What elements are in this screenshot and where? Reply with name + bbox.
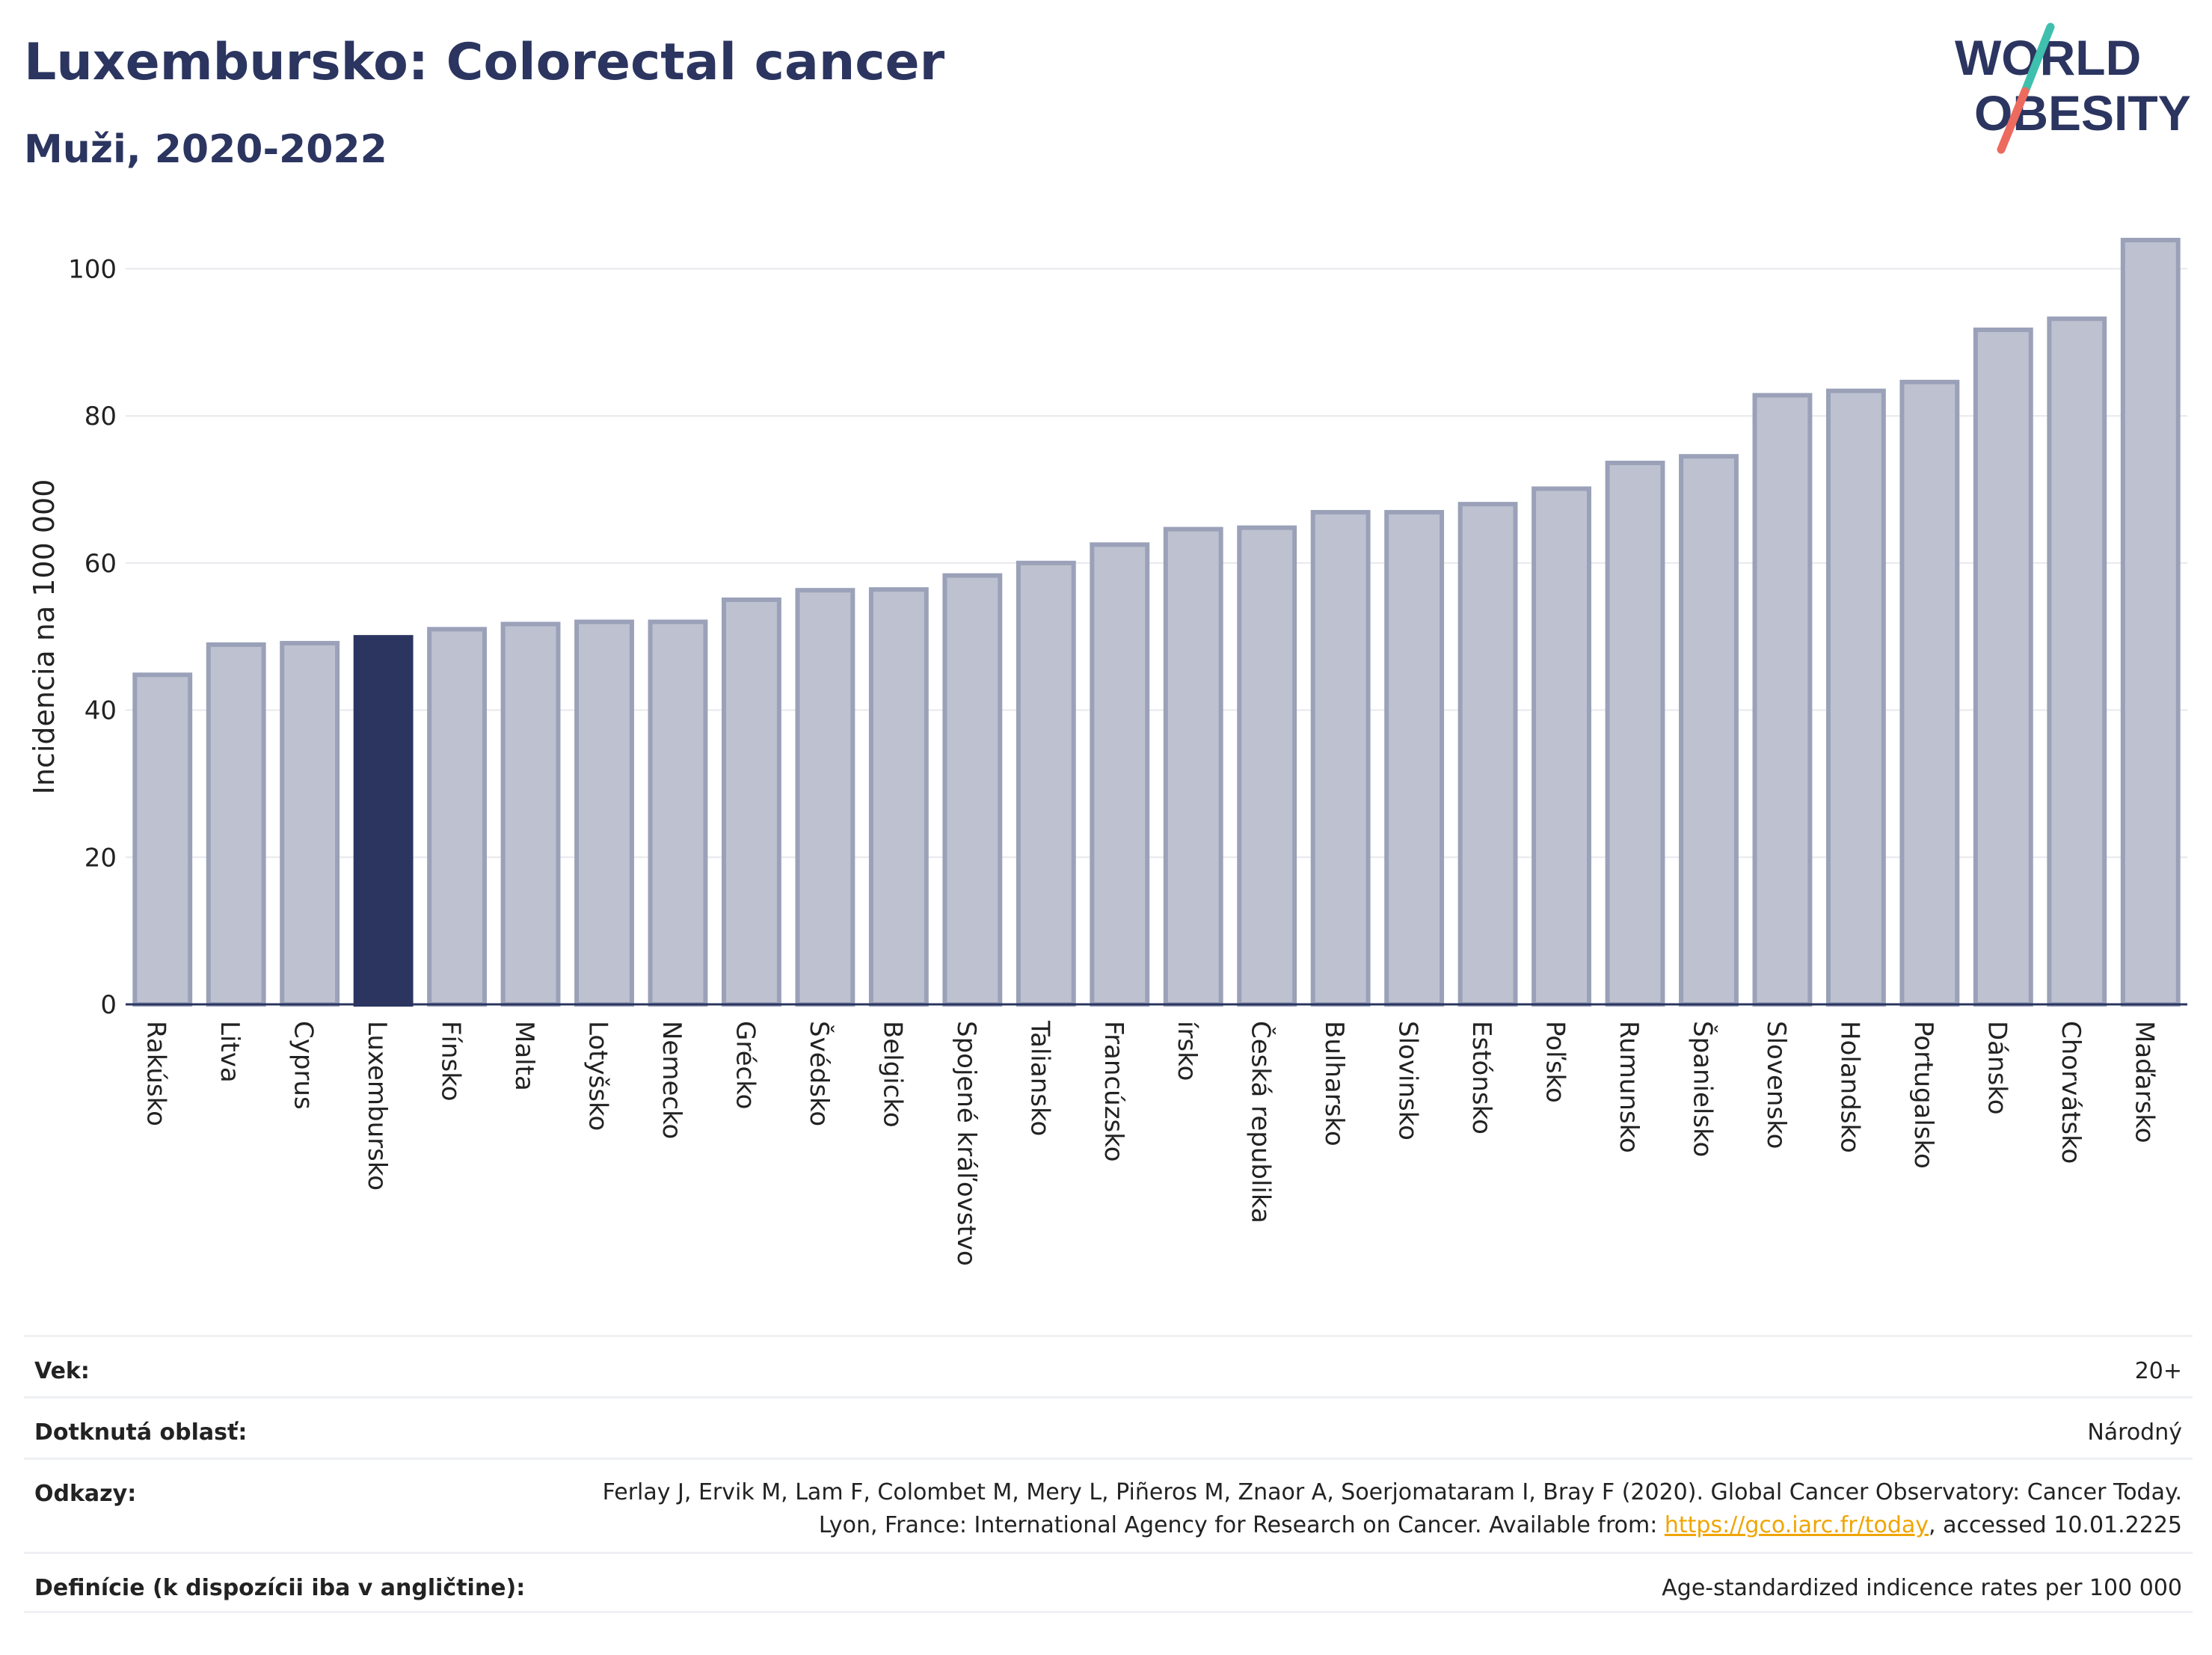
bar	[1531, 486, 1591, 1007]
x-tick-label: Luxembursko	[362, 1021, 392, 1191]
y-tick-label: 40	[85, 696, 117, 726]
x-tick-label: Portugalsko	[1908, 1021, 1938, 1169]
x-tick-label: Litva	[215, 1021, 245, 1083]
bar	[1163, 526, 1223, 1007]
x-tick-label: Slovinsko	[1393, 1021, 1423, 1140]
x-tick-label: Estónsko	[1466, 1021, 1496, 1134]
bar	[1605, 461, 1665, 1007]
area-label: Dotknutá oblasť:	[34, 1419, 248, 1446]
x-tick-label: Spojené kráľovstvo	[951, 1021, 981, 1266]
x-tick-label: Rumunsko	[1614, 1021, 1644, 1153]
y-tick-label: 80	[85, 402, 117, 432]
y-tick-label: 100	[68, 254, 117, 284]
y-tick-label: 0	[100, 990, 117, 1020]
world-obesity-logo: WORLD OBESITY	[1955, 22, 2191, 154]
info-table: Vek: 20+ Dotknutá oblasť: Národný Odkazy…	[24, 1335, 2193, 1613]
reference-accessed: , accessed 10.01.2225	[1929, 1512, 2182, 1538]
bar	[500, 621, 561, 1007]
bars	[132, 237, 2181, 1007]
x-tick-label: Maďarsko	[2129, 1021, 2159, 1143]
bar	[1237, 525, 1297, 1007]
x-tick-label: Dánsko	[1982, 1021, 2012, 1115]
definitions-label: Definície (k dispozícii iba v angličtine…	[34, 1575, 526, 1601]
category-labels: Rakúsko Litva Cyprus Luxembursko Fínsko Malta…	[141, 1020, 2160, 1266]
bar-chart: 0 20 40 60 80 100 Incidencia na 100 000 Rakúsk…	[28, 237, 2187, 1266]
x-tick-label: Fínsko	[436, 1021, 466, 1102]
info-row-definitions: Definície (k dispozícii iba v angličtine…	[24, 1552, 2193, 1613]
bar	[1016, 560, 1076, 1007]
y-axis-title: Incidencia na 100 000	[28, 479, 61, 795]
bar	[942, 573, 1003, 1007]
x-tick-label: Rakúsko	[141, 1021, 171, 1126]
logo-slash-coral	[1997, 87, 2030, 154]
area-value: Národný	[2087, 1419, 2182, 1446]
x-tick-label: Poľsko	[1540, 1021, 1570, 1103]
chart-subtitle: Muži, 2020-2022	[24, 127, 387, 172]
bar	[648, 619, 708, 1007]
x-tick-label: Malta	[509, 1021, 539, 1091]
x-tick-label: Slovensko	[1761, 1021, 1791, 1149]
bar	[722, 597, 781, 1007]
info-row-age: Vek: 20+	[24, 1335, 2193, 1396]
info-row-area: Dotknutá oblasť: Národný	[24, 1396, 2193, 1458]
bar	[132, 672, 193, 1007]
definitions-value: Age-standardized indicence rates per 100…	[1662, 1575, 2182, 1601]
bar	[1899, 379, 1960, 1007]
bar	[574, 619, 634, 1007]
reference-link[interactable]: https://gco.iarc.fr/today	[1664, 1512, 1929, 1538]
x-tick-label: írsko	[1172, 1021, 1202, 1081]
bar	[1310, 509, 1371, 1007]
bar	[1752, 393, 1813, 1007]
x-tick-label: Bulharsko	[1319, 1021, 1349, 1146]
bar	[1384, 509, 1445, 1007]
x-tick-label: Holandsko	[1834, 1021, 1864, 1153]
bar	[1973, 327, 2033, 1007]
x-tick-label: Švédsko	[804, 1021, 835, 1126]
x-tick-label: Belgicko	[877, 1021, 907, 1128]
age-value: 20+	[2134, 1358, 2182, 1384]
reference-text: Ferlay J, Ervik M, Lam F, Colombet M, Me…	[602, 1479, 2182, 1538]
bar	[1679, 454, 1739, 1007]
y-tick-label: 20	[85, 843, 117, 873]
bar	[280, 641, 340, 1007]
bar	[795, 588, 855, 1007]
axes: 0 20 40 60 80 100 Incidencia na 100 000	[28, 254, 2187, 1020]
x-tick-label: Chorvátsko	[2056, 1021, 2086, 1164]
bar	[868, 587, 929, 1007]
x-tick-label: Cyprus	[289, 1021, 319, 1110]
bar	[427, 627, 488, 1007]
bar	[2120, 237, 2181, 1007]
chart-title: Luxembursko: Colorectal cancer	[24, 33, 945, 92]
references-value: Ferlay J, Ervik M, Lam F, Colombet M, Me…	[574, 1460, 2182, 1542]
x-tick-label: Lotyšsko	[583, 1021, 613, 1131]
x-tick-label: Grécko	[730, 1021, 760, 1109]
bar	[1090, 542, 1150, 1007]
references-label: Odkazy:	[34, 1481, 137, 1507]
y-tick-label: 60	[85, 549, 117, 579]
bar	[1457, 502, 1518, 1007]
bar	[206, 642, 266, 1007]
bar	[1825, 388, 1886, 1007]
bar	[2047, 316, 2107, 1007]
bar-highlight	[353, 635, 414, 1007]
x-tick-label: Česká republika	[1246, 1021, 1276, 1223]
age-label: Vek:	[34, 1358, 90, 1384]
x-tick-label: Španielsko	[1687, 1021, 1718, 1157]
x-tick-label: Taliansko	[1024, 1020, 1054, 1136]
x-tick-label: Nemecko	[657, 1021, 686, 1139]
logo-slash-teal	[2021, 22, 2055, 96]
x-tick-label: Francúzsko	[1099, 1021, 1128, 1162]
info-row-references: Odkazy: Ferlay J, Ervik M, Lam F, Colomb…	[24, 1458, 2193, 1552]
